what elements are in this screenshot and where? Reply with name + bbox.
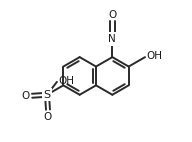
Text: O: O xyxy=(108,10,117,20)
Text: N: N xyxy=(108,34,116,44)
Text: S: S xyxy=(43,90,50,100)
Text: O: O xyxy=(44,112,52,122)
Text: OH: OH xyxy=(146,51,162,61)
Text: OH: OH xyxy=(58,76,74,86)
Text: O: O xyxy=(22,91,30,101)
